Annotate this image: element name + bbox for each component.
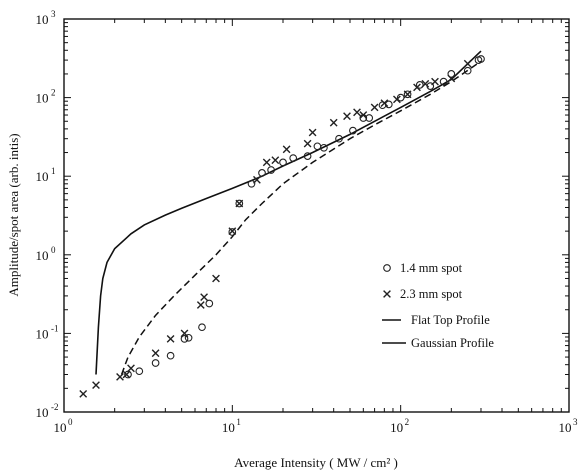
data-point-2-3mm: [308, 128, 317, 137]
data-point-1-4mm: [320, 143, 328, 152]
x-tick-exponent: 3: [573, 417, 578, 427]
y-tick-label: 10: [36, 169, 49, 184]
legend-symbol-circle: [383, 264, 391, 272]
data-point-1-4mm: [205, 299, 214, 308]
x-tick-label: 10: [222, 420, 235, 435]
data-point-1-4mm: [335, 134, 343, 143]
data-point-2-3mm: [127, 364, 135, 373]
data-point-2-3mm: [151, 349, 160, 358]
data-point-2-3mm: [196, 301, 205, 309]
x-tick-label: 10: [390, 420, 403, 435]
data-point-2-3mm: [262, 158, 271, 167]
y-axis-label: Amplitude/spot area (arb. intis): [6, 133, 21, 296]
data-point-1-4mm: [439, 77, 448, 86]
data-point-1-4mm: [198, 323, 206, 332]
data-point-2-3mm: [166, 335, 175, 343]
data-point-1-4mm: [235, 199, 244, 208]
data-point-1-4mm: [184, 333, 193, 342]
y-tick-label: 10: [36, 248, 49, 263]
y-tick-exponent: 1: [51, 166, 56, 176]
data-point-1-4mm: [463, 66, 472, 75]
flat-top-profile-curve: [95, 50, 482, 375]
data-point-1-4mm: [477, 55, 485, 63]
data-point-2-3mm: [212, 274, 220, 283]
data-point-2-3mm: [359, 111, 368, 119]
legend-label: 1.4 mm spot: [400, 261, 463, 275]
y-tick-exponent: -1: [51, 323, 59, 333]
data-point-2-3mm: [228, 227, 237, 235]
data-point-1-4mm: [313, 142, 322, 151]
legend-label: Gaussian Profile: [411, 336, 494, 350]
data-point-2-3mm: [447, 74, 456, 83]
data-point-2-3mm: [431, 77, 439, 86]
x-tick-labels: 10 0 10 1 10 2 10 3: [54, 417, 578, 435]
y-tick-exponent: -2: [51, 402, 59, 412]
plot-frame: [63, 18, 570, 413]
y-tick-exponent: 0: [51, 245, 56, 255]
axis-ticks: [63, 19, 569, 413]
x-tick-label: 10: [54, 420, 67, 435]
data-point-2-3mm: [421, 79, 430, 88]
data-point-2-3mm: [463, 59, 472, 68]
data-point-2-3mm: [393, 95, 401, 104]
data-point-2-3mm: [116, 373, 124, 381]
data-point-1-4mm: [396, 93, 405, 102]
markers: [79, 55, 485, 398]
data-point-1-4mm: [267, 166, 275, 174]
data-point-2-3mm: [370, 103, 379, 112]
y-tick-exponent: 2: [51, 88, 56, 98]
data-point-1-4mm: [166, 351, 175, 360]
y-tick-label: 10: [36, 91, 49, 106]
legend-symbol-cross: [383, 290, 391, 298]
data-point-2-3mm: [253, 175, 261, 184]
data-point-1-4mm: [349, 126, 357, 135]
data-point-2-3mm: [180, 329, 189, 338]
data-point-2-3mm: [79, 390, 88, 398]
data-point-2-3mm: [235, 199, 244, 208]
data-point-2-3mm: [329, 118, 338, 127]
data-point-1-4mm: [415, 81, 424, 89]
y-tick-exponent: 3: [51, 9, 56, 19]
data-point-1-4mm: [289, 154, 298, 162]
y-tick-label: 10: [36, 405, 49, 420]
data-point-1-4mm: [303, 152, 312, 160]
data-point-2-3mm: [282, 145, 291, 154]
x-tick-exponent: 1: [236, 417, 241, 427]
data-point-2-3mm: [271, 156, 280, 165]
data-point-1-4mm: [151, 359, 160, 367]
x-tick-label: 10: [559, 420, 572, 435]
data-point-2-3mm: [380, 99, 389, 107]
data-point-1-4mm: [180, 335, 189, 343]
data-point-1-4mm: [228, 228, 237, 236]
legend: 1.4 mm spot 2.3 mm spot Flat Top Profile Ga…: [382, 261, 494, 350]
x-tick-exponent: 2: [405, 417, 410, 427]
x-tick-exponent: 0: [68, 417, 73, 427]
data-point-1-4mm: [279, 158, 287, 167]
data-point-2-3mm: [200, 293, 208, 301]
data-point-2-3mm: [303, 139, 312, 148]
data-point-1-4mm: [258, 169, 266, 177]
data-point-2-3mm: [92, 381, 100, 389]
curves: [95, 50, 482, 375]
data-point-2-3mm: [413, 83, 421, 92]
data-point-1-4mm: [135, 367, 144, 376]
data-point-1-4mm: [447, 70, 456, 78]
y-tick-label: 10: [36, 326, 49, 341]
gaussian-profile-curve: [120, 60, 482, 375]
data-point-2-3mm: [403, 90, 412, 99]
legend-label: 2.3 mm spot: [400, 287, 463, 301]
legend-label: Flat Top Profile: [411, 313, 490, 327]
data-point-2-3mm: [122, 370, 131, 379]
y-tick-label: 10: [36, 12, 49, 27]
data-point-2-3mm: [343, 112, 351, 121]
x-axis-label: Average Intensity ( MW / cm² ): [234, 455, 398, 470]
data-point-1-4mm: [403, 90, 412, 99]
data-point-1-4mm: [247, 179, 256, 188]
data-point-2-3mm: [353, 108, 361, 117]
